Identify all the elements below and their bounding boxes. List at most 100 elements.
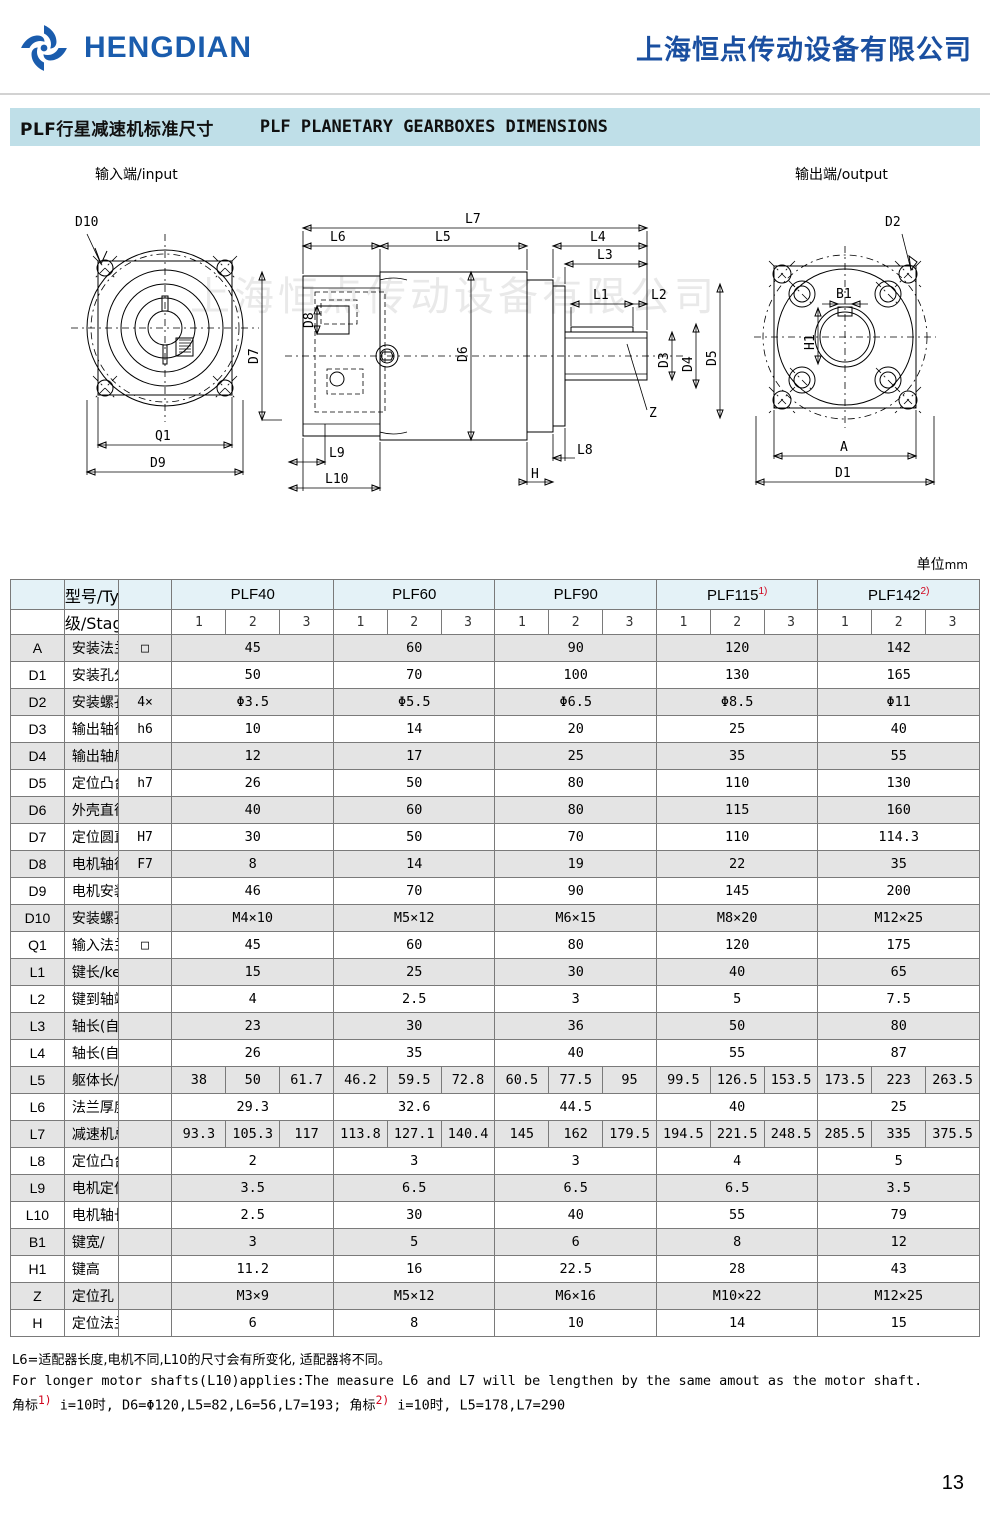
row-value: M3×9 xyxy=(171,1282,334,1310)
row-value: 3 xyxy=(494,1147,657,1175)
row-value: M4×10 xyxy=(171,904,334,932)
row-value: 45 xyxy=(171,634,334,662)
table-row: D5定位凸台直径/output diameterh7265080110130 xyxy=(10,769,980,797)
note-line-1: L6=适配器长度,电机不同,L10的尺寸会有所变化, 适配器将不同。 xyxy=(12,1353,391,1368)
row-value: 130 xyxy=(817,769,980,797)
row-value: 6.5 xyxy=(332,1174,496,1202)
shaft-diameter-dimensions: D3 D4 D5 xyxy=(657,282,724,420)
dimensions-table: 型号/Type PLF40 PLF60 PLF90 PLF1151) PLF14… xyxy=(10,579,980,1337)
note-line-3: 角标1) i=10时, D6=Φ120,L5=82,L6=56,L7=193; … xyxy=(12,1392,978,1417)
label-q1: Q1 xyxy=(155,429,171,444)
table-row: D1安装孔分布圆/Flange holes circle 507010013016… xyxy=(10,661,980,689)
row-code-h: H xyxy=(10,1309,65,1337)
row-value: 110 xyxy=(655,823,819,851)
header-stages: 级/Stages xyxy=(63,609,119,635)
header-model-plf115: PLF1151) xyxy=(655,579,819,610)
row-code-d9: D9 xyxy=(10,877,65,905)
row-value: 40 xyxy=(655,1093,819,1121)
row-value: 200 xyxy=(817,877,980,905)
row-value: 65 xyxy=(817,958,980,986)
section-title-cn: PLF行星减速机标准尺寸 xyxy=(20,119,214,140)
row-value: 80 xyxy=(817,1012,980,1040)
stage-header-plf60-2: 2 xyxy=(386,609,442,635)
header-model-plf40: PLF40 xyxy=(171,579,334,610)
table-header-row-models: 型号/Type PLF40 PLF60 PLF90 PLF1151) PLF14… xyxy=(10,579,980,610)
row-value: 28 xyxy=(655,1255,819,1283)
row-description: 安装孔分布圆/Flange holes circle xyxy=(63,661,119,689)
stage-header-plf90-2: 2 xyxy=(548,609,604,635)
output-view-caption: 输出端/output xyxy=(795,167,888,183)
row-value: 140.4 xyxy=(440,1120,496,1148)
row-value: 26 xyxy=(171,769,334,797)
output-end-drawing: D2 B1 H1 A D1 xyxy=(754,215,936,486)
header-model-plf90: PLF90 xyxy=(494,579,657,610)
footnotes: L6=适配器长度,电机不同,L10的尺寸会有所变化, 适配器将不同。 For l… xyxy=(0,1337,990,1417)
note-text-1: i=10时, D6=Φ120,L5=82,L6=56,L7=193; xyxy=(51,1397,350,1414)
label-d6: D6 xyxy=(456,346,471,362)
technical-drawings: 输入端/input 输出端/output 上海恒点传动设备有限公司 xyxy=(0,154,990,554)
row-value: 3 xyxy=(494,985,657,1013)
row-value: M5×12 xyxy=(332,1282,496,1310)
table-row: D2安装螺孔/mounting thread X depth4×Φ3.5Φ5.5… xyxy=(10,688,980,716)
row-value: 3.5 xyxy=(817,1174,980,1202)
row-value: 38 xyxy=(171,1066,227,1094)
row-value: 79 xyxy=(817,1201,980,1229)
row-value: 80 xyxy=(494,796,657,824)
row-value: 179.5 xyxy=(602,1120,657,1148)
row-value: 55 xyxy=(655,1039,819,1067)
row-value: 60 xyxy=(332,796,496,824)
row-value: 70 xyxy=(494,823,657,851)
row-tolerance xyxy=(117,796,173,824)
row-code-d5: D5 xyxy=(10,769,65,797)
row-value: 2 xyxy=(171,1147,334,1175)
row-value: 35 xyxy=(655,742,819,770)
row-value: 59.5 xyxy=(386,1066,442,1094)
row-value: 55 xyxy=(817,742,980,770)
label-b1: B1 xyxy=(836,287,852,302)
row-value: 105.3 xyxy=(225,1120,281,1148)
row-value: 16 xyxy=(332,1255,496,1283)
row-code-d4: D4 xyxy=(10,742,65,770)
row-description: 定位圆直径/Input center bore for motor xyxy=(63,823,119,851)
row-value: 14 xyxy=(655,1309,819,1337)
row-code-l3: L3 xyxy=(10,1012,65,1040)
row-code-l9: L9 xyxy=(10,1174,65,1202)
row-value: 61.7 xyxy=(279,1066,334,1094)
row-tolerance xyxy=(117,958,173,986)
row-value: 153.5 xyxy=(763,1066,819,1094)
model-footnote-marker: 1) xyxy=(758,585,768,597)
row-tolerance: □ xyxy=(117,634,173,662)
row-value: 2.5 xyxy=(171,1201,334,1229)
row-value: 40 xyxy=(494,1201,657,1229)
row-value: 120 xyxy=(655,931,819,959)
row-code-b1: B1 xyxy=(10,1228,65,1256)
row-code-d8: D8 xyxy=(10,850,65,878)
row-value: 50 xyxy=(332,769,496,797)
row-value: 55 xyxy=(655,1201,819,1229)
label-h1: H1 xyxy=(803,334,818,350)
row-value: Φ8.5 xyxy=(655,688,819,716)
label-d2: D2 xyxy=(885,215,901,230)
brand-block: HENGDIAN xyxy=(18,22,252,74)
row-description: 轴长(自定位圆)/Shaft length from spigot xyxy=(63,1012,119,1040)
page-header: HENGDIAN 上海恒点传动设备有限公司 xyxy=(0,0,990,95)
row-value: 50 xyxy=(171,661,334,689)
input-end-drawing: D10 Q1 D9 xyxy=(71,215,259,476)
row-value: M12×25 xyxy=(817,904,980,932)
label-d3: D3 xyxy=(657,352,672,368)
row-value: 2.5 xyxy=(332,985,496,1013)
row-value: 160 xyxy=(817,796,980,824)
row-tolerance xyxy=(117,985,173,1013)
row-value: 165 xyxy=(817,661,980,689)
row-code-l8: L8 xyxy=(10,1147,65,1175)
row-value: 5 xyxy=(817,1147,980,1175)
row-value: 194.5 xyxy=(655,1120,711,1148)
row-tolerance xyxy=(117,1201,173,1229)
